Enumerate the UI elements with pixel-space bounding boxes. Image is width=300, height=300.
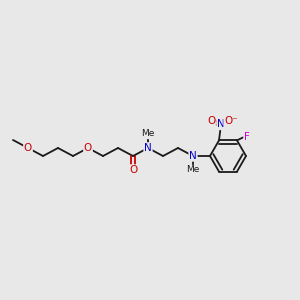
- Text: O: O: [129, 165, 137, 175]
- Text: Me: Me: [141, 130, 155, 139]
- Text: N: N: [144, 143, 152, 153]
- Text: N: N: [217, 119, 225, 129]
- Text: O: O: [84, 143, 92, 153]
- Text: Me: Me: [186, 166, 200, 175]
- Text: N: N: [189, 151, 197, 161]
- Text: O: O: [207, 116, 215, 126]
- Text: O⁻: O⁻: [224, 116, 238, 126]
- Text: F: F: [244, 132, 250, 142]
- Text: O: O: [24, 143, 32, 153]
